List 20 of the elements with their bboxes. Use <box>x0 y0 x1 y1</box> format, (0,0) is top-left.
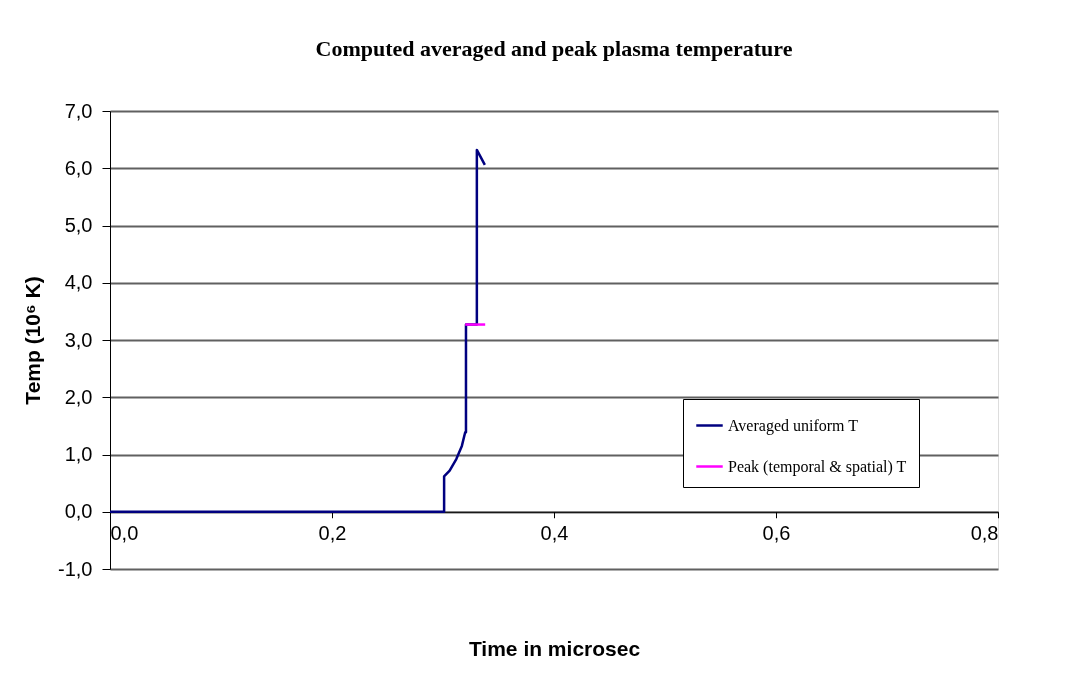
legend-label: Averaged uniform T <box>728 416 859 435</box>
y-tick-label: 1,0 <box>64 443 93 465</box>
y-tick-label: 4,0 <box>64 271 93 294</box>
line-series <box>110 148 487 513</box>
x-tick-label: 0,2 <box>318 522 347 545</box>
x-tick-label: 0,8 <box>970 522 999 545</box>
x-tick-label: 0,4 <box>540 522 569 545</box>
y-tick-label: 5,0 <box>64 214 93 236</box>
y-tick-label: -1,0 <box>58 557 93 580</box>
x-tick-label: 0,0 <box>110 522 139 545</box>
y-tick-label: 7,0 <box>64 99 93 122</box>
y-tick-label: 6,0 <box>64 156 93 179</box>
x-tick-label: 0,6 <box>762 522 791 545</box>
y-tick-label: 2,0 <box>64 385 93 408</box>
legend-label: Peak (temporal & spatial) T <box>728 457 907 476</box>
y-tick-label: 3,0 <box>64 328 93 351</box>
y-tick-label: 0,0 <box>64 500 93 523</box>
chart-title: Computed averaged and peak plasma temperature <box>315 36 793 61</box>
x-axis-title: Time in microsec <box>468 637 641 661</box>
y-axis-title: Temp (10⁶ K) <box>21 276 45 405</box>
